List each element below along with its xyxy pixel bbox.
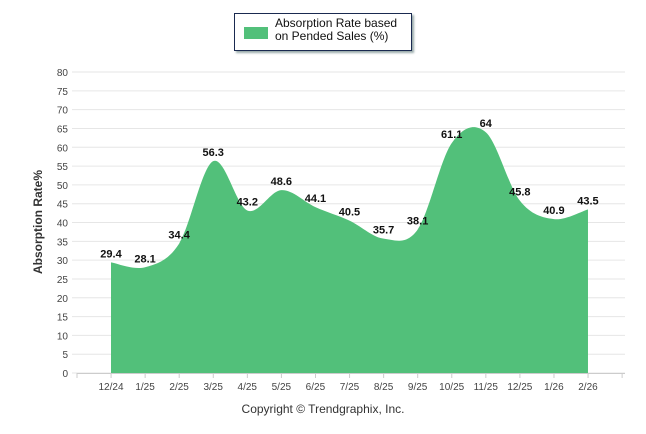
data-label: 45.8 <box>509 187 530 199</box>
x-tick-label: 9/25 <box>408 382 428 393</box>
y-tick-label: 65 <box>57 124 69 135</box>
y-tick-label: 0 <box>62 369 68 380</box>
data-label: 61.1 <box>441 129 462 141</box>
data-label: 64 <box>480 118 493 130</box>
x-tick-label: 8/25 <box>374 382 394 393</box>
data-label: 40.5 <box>339 207 360 219</box>
x-tick-label: 1/25 <box>135 382 155 393</box>
x-tick-label: 12/24 <box>98 382 123 393</box>
legend: Absorption Rate based on Pended Sales (%… <box>234 13 412 51</box>
x-tick-label: 1/26 <box>544 382 564 393</box>
data-label: 29.4 <box>100 248 122 260</box>
legend-swatch <box>244 27 268 39</box>
data-label: 48.6 <box>271 176 292 188</box>
y-tick-label: 15 <box>57 313 69 324</box>
y-tick-label: 10 <box>57 331 69 342</box>
data-label: 44.1 <box>305 193 326 205</box>
x-tick-label: 3/25 <box>203 382 223 393</box>
data-label: 35.7 <box>373 225 394 237</box>
x-tick-label: 7/25 <box>340 382 360 393</box>
y-tick-label: 40 <box>57 219 69 230</box>
y-tick-label: 45 <box>57 200 69 211</box>
data-label: 28.1 <box>134 253 155 265</box>
y-tick-label: 25 <box>57 275 69 286</box>
y-tick-label: 55 <box>57 162 69 173</box>
area-series <box>111 127 588 373</box>
y-tick-label: 5 <box>62 350 68 361</box>
x-tick-label: 10/25 <box>439 382 464 393</box>
x-tick-label: 6/25 <box>306 382 326 393</box>
y-tick-label: 30 <box>57 256 69 267</box>
y-axis-title: Absorption Rate% <box>31 170 45 274</box>
y-tick-label: 80 <box>57 68 69 79</box>
y-tick-label: 20 <box>57 294 69 305</box>
data-label: 34.4 <box>168 230 190 242</box>
x-tick-label: 2/26 <box>578 382 598 393</box>
legend-label: Absorption Rate based on Pended Sales (%… <box>275 16 398 43</box>
data-label: 38.1 <box>407 216 428 228</box>
y-tick-label: 50 <box>57 181 69 192</box>
y-tick-label: 35 <box>57 237 69 248</box>
x-tick-label: 12/25 <box>507 382 532 393</box>
data-label: 43.2 <box>237 196 258 208</box>
x-tick-label: 2/25 <box>169 382 189 393</box>
x-tick-label: 4/25 <box>238 382 258 393</box>
y-tick-label: 70 <box>57 106 69 117</box>
copyright: Copyright © Trendgraphix, Inc. <box>241 402 405 416</box>
y-tick-label: 75 <box>57 87 69 98</box>
y-tick-label: 60 <box>57 143 69 154</box>
data-label: 40.9 <box>543 205 564 217</box>
x-tick-label: 11/25 <box>474 382 499 393</box>
data-label: 43.5 <box>577 195 598 207</box>
data-label: 56.3 <box>202 147 223 159</box>
x-tick-label: 5/25 <box>272 382 292 393</box>
